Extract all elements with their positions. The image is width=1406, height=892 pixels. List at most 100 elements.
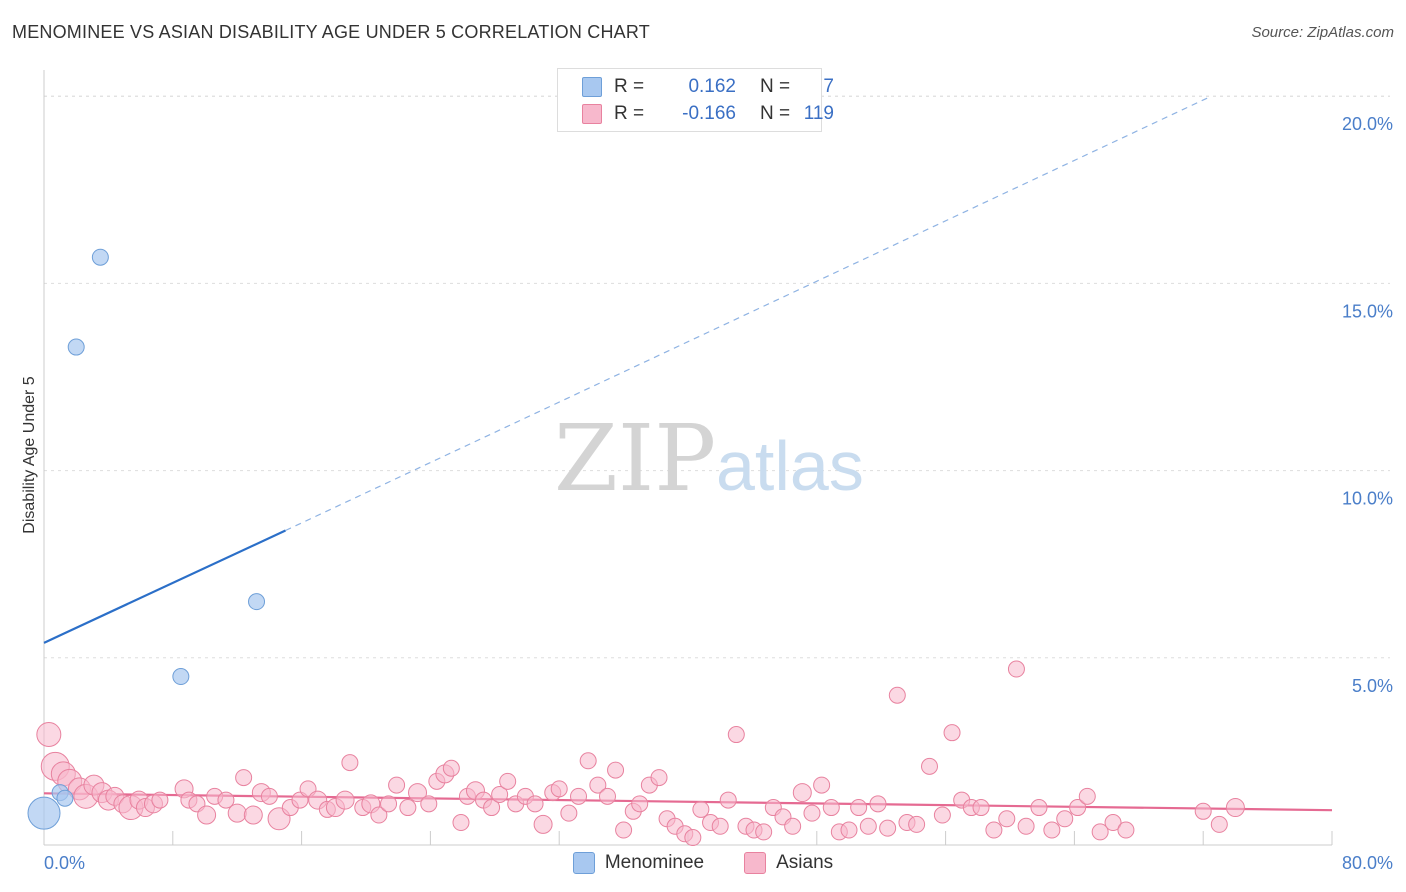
series-legend: Menominee Asians bbox=[0, 852, 1406, 874]
asians-point bbox=[1078, 787, 1096, 805]
r-value: -0.166 bbox=[682, 103, 736, 124]
asians-point bbox=[1091, 823, 1109, 841]
x-tick-label-min: 0.0% bbox=[44, 853, 85, 873]
asians-point bbox=[370, 806, 388, 824]
menominee-point bbox=[67, 338, 85, 356]
asians-point bbox=[755, 823, 773, 841]
asians-point bbox=[1007, 660, 1025, 678]
asians-point bbox=[879, 819, 897, 837]
watermark-zip: ZIP bbox=[554, 405, 716, 512]
asians-point bbox=[850, 799, 868, 817]
asians-point bbox=[579, 752, 597, 770]
gridlines bbox=[44, 95, 1390, 659]
asians-point bbox=[711, 817, 729, 835]
asians-point bbox=[341, 754, 359, 772]
asians-point bbox=[727, 726, 745, 744]
asians-point bbox=[908, 815, 926, 833]
menominee-point bbox=[172, 668, 190, 686]
asians-point bbox=[1104, 814, 1122, 832]
y-tick-label: 5.0% bbox=[1352, 676, 1393, 696]
asians-point bbox=[813, 776, 831, 794]
n-value: 119 bbox=[803, 103, 834, 124]
asians-point bbox=[1056, 810, 1074, 828]
asians-point bbox=[420, 795, 438, 813]
asians-point bbox=[399, 799, 417, 817]
asians-point bbox=[533, 814, 553, 834]
asians-point bbox=[840, 821, 858, 839]
menominee-point bbox=[56, 789, 74, 807]
asians-point bbox=[972, 799, 990, 817]
asians-point bbox=[943, 724, 961, 742]
r-value: 0.162 bbox=[688, 76, 736, 97]
x-tick-label-max: 80.0% bbox=[1342, 853, 1393, 873]
asians-point bbox=[1030, 799, 1048, 817]
legend-item-asians: Asians bbox=[744, 852, 833, 874]
asians-swatch bbox=[582, 104, 602, 124]
asians-point bbox=[792, 783, 812, 803]
menominee-trend-line bbox=[43, 529, 286, 644]
asians-point bbox=[784, 817, 802, 835]
y-tick-label: 20.0% bbox=[1342, 114, 1393, 134]
asians-point bbox=[452, 814, 470, 832]
asians-point bbox=[235, 769, 253, 787]
menominee-trend-extension bbox=[285, 95, 1212, 532]
n-value: 7 bbox=[823, 76, 834, 97]
asians-point bbox=[560, 804, 578, 822]
asians-point bbox=[526, 795, 544, 813]
chart-title: MENOMINEE VS ASIAN DISABILITY AGE UNDER … bbox=[12, 22, 650, 42]
legend-row-asians: R = -0.166 N = 119 bbox=[582, 102, 834, 126]
asians-point bbox=[483, 799, 501, 817]
asians-point bbox=[151, 791, 169, 809]
asians-point bbox=[933, 806, 951, 824]
asians-point bbox=[719, 791, 737, 809]
asians-point bbox=[1117, 821, 1135, 839]
asians-point bbox=[550, 780, 568, 798]
menominee-point bbox=[27, 796, 61, 830]
asians-point bbox=[217, 791, 235, 809]
r-label: R = bbox=[614, 76, 645, 97]
axes bbox=[43, 70, 1333, 846]
asians-point bbox=[1069, 799, 1087, 817]
asians-point bbox=[859, 817, 877, 835]
correlation-legend: R = 0.162 N = 7 R = -0.166 N = 119 bbox=[557, 68, 834, 132]
menominee-point bbox=[248, 593, 266, 611]
asians-point bbox=[335, 790, 355, 810]
asians-point bbox=[607, 761, 625, 779]
asians-point bbox=[442, 759, 460, 777]
asians-point bbox=[227, 803, 247, 823]
asians-point bbox=[1210, 815, 1228, 833]
asians-point bbox=[631, 795, 649, 813]
legend-label-asians: Asians bbox=[776, 852, 834, 873]
asians-point bbox=[998, 810, 1016, 828]
n-label: N = bbox=[760, 76, 791, 97]
asians-point bbox=[36, 722, 62, 748]
asians-point bbox=[615, 821, 633, 839]
asians-point bbox=[197, 805, 217, 825]
asians-point bbox=[589, 776, 607, 794]
menominee-point bbox=[91, 248, 109, 266]
asians-point bbox=[1017, 817, 1035, 835]
r-label: R = bbox=[614, 103, 645, 124]
watermark-atlas: atlas bbox=[716, 427, 864, 505]
asians-point bbox=[1043, 821, 1061, 839]
asians-point bbox=[243, 805, 263, 825]
asians-point bbox=[408, 783, 428, 803]
asians-point bbox=[684, 829, 702, 847]
asians-point bbox=[380, 795, 398, 813]
asians-legend-swatch bbox=[744, 852, 767, 874]
asians-point bbox=[921, 757, 938, 775]
legend-label-menominee: Menominee bbox=[604, 852, 705, 873]
legend-item-menominee: Menominee bbox=[572, 852, 705, 874]
menominee-legend-swatch bbox=[572, 852, 595, 874]
scatter-points bbox=[27, 248, 1245, 847]
asians-point bbox=[260, 787, 278, 805]
legend-row-menominee: R = 0.162 N = 7 bbox=[582, 75, 834, 99]
menominee-swatch bbox=[582, 77, 602, 97]
asians-point bbox=[599, 787, 616, 805]
asians-point bbox=[888, 686, 906, 704]
asians-point bbox=[499, 772, 517, 790]
tick-labels: 5.0% 10.0% 15.0% 20.0% 0.0% 80.0% bbox=[44, 114, 1393, 873]
asians-point bbox=[869, 795, 887, 813]
asians-point bbox=[650, 769, 668, 787]
